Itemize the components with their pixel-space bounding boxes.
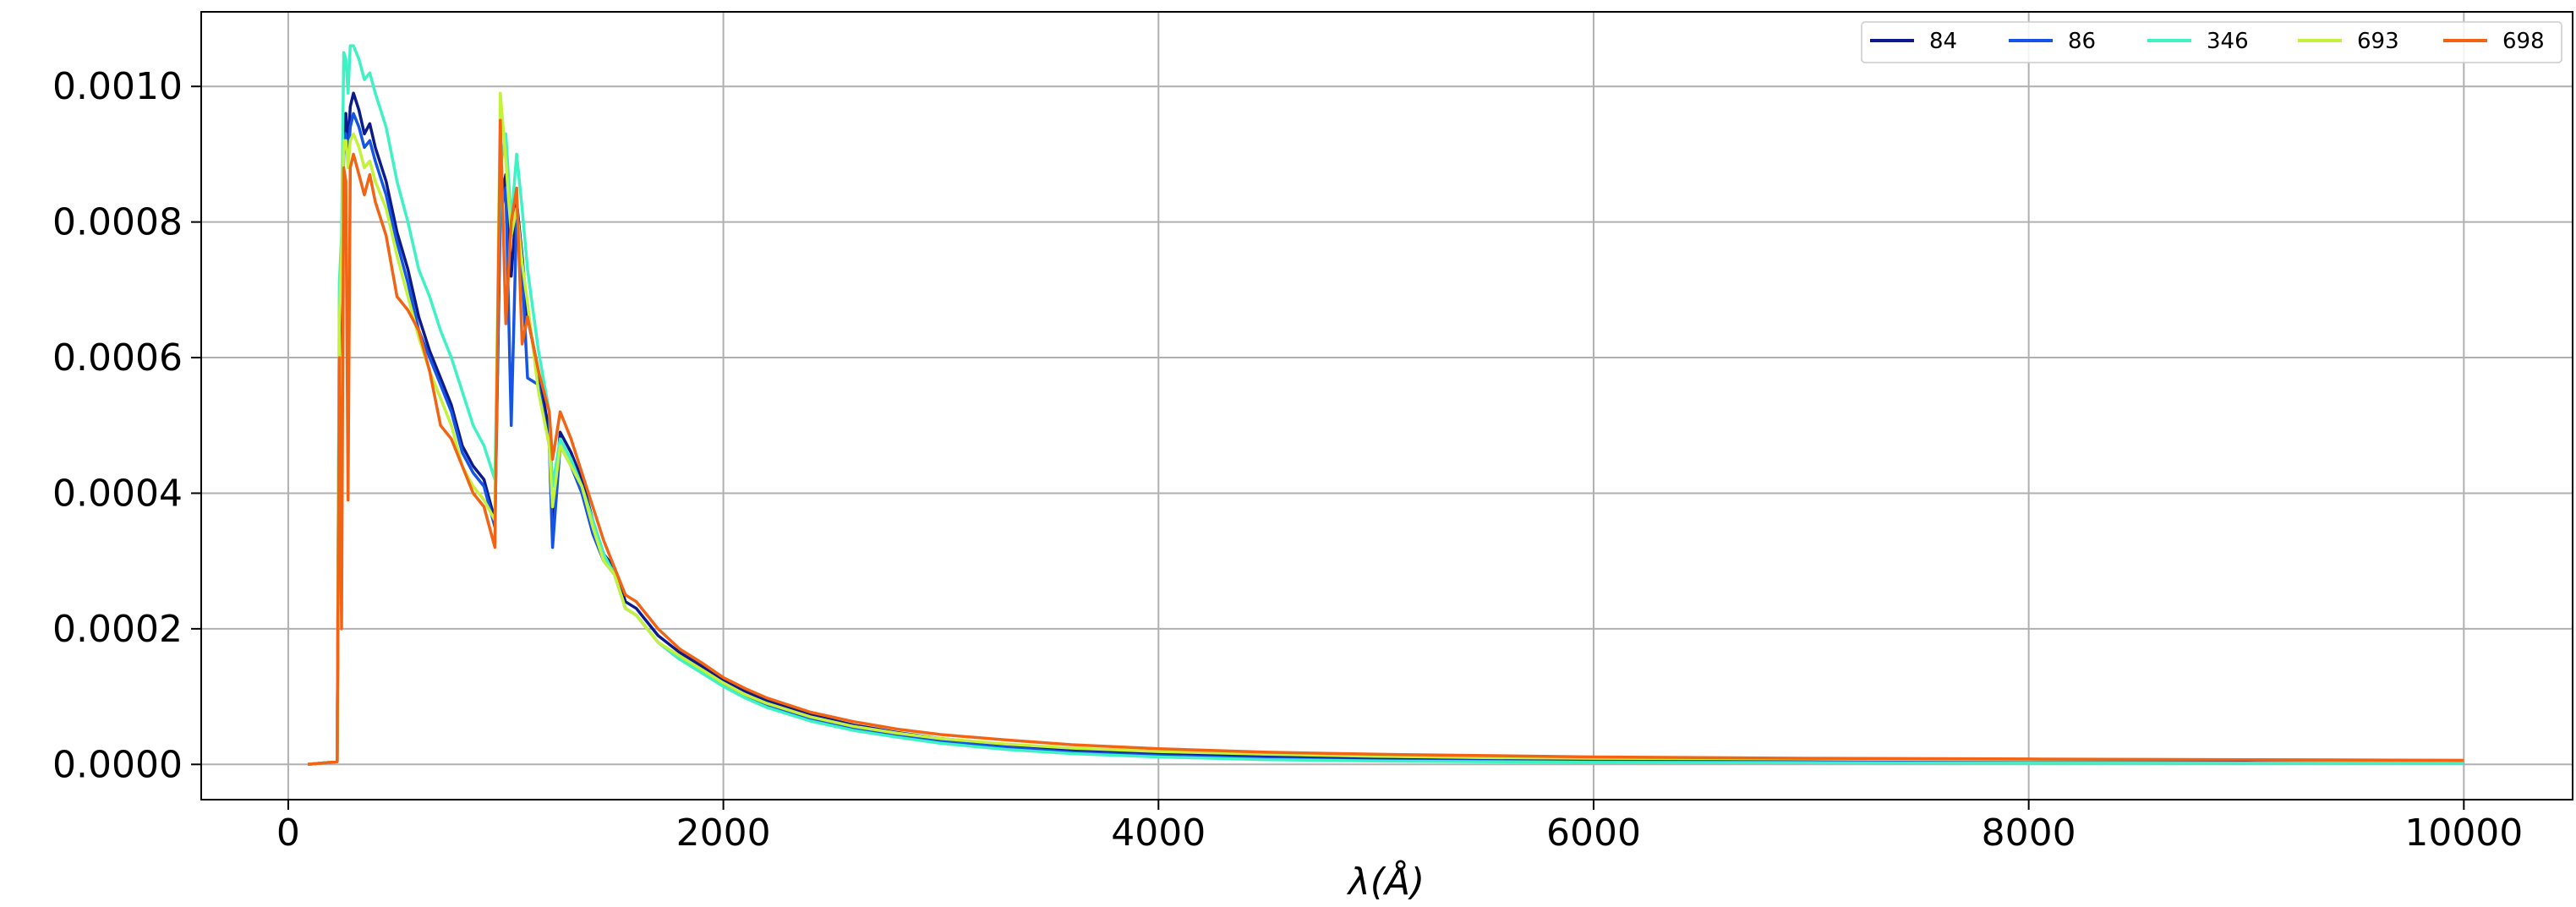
- legend-label-698: 698: [2502, 29, 2545, 54]
- y-tick-label: 0.0000: [52, 743, 183, 786]
- y-tick-label: 0.0006: [52, 336, 183, 380]
- series-line-693: [307, 91, 2464, 767]
- legend-label-346: 346: [2207, 29, 2249, 54]
- x-tick-label: 8000: [1982, 811, 2076, 855]
- x-tick-label: 2000: [676, 811, 771, 855]
- y-tick-label: 0.0010: [52, 65, 183, 108]
- y-tick-label: 0.0002: [52, 608, 183, 651]
- legend-label-693: 693: [2357, 29, 2399, 54]
- legend-label-86: 86: [2068, 29, 2096, 54]
- plot-frame: [200, 11, 2573, 800]
- legend-label-84: 84: [1929, 29, 1957, 54]
- y-tick-label: 0.0008: [52, 201, 183, 244]
- y-tick-label: 0.0004: [52, 472, 183, 515]
- axis-ticks: 0 2000 4000 6000 8000 10000 0.0000 0.0002 0.0004…: [52, 65, 2523, 855]
- x-tick-label: 4000: [1111, 811, 1206, 855]
- series-line-698: [307, 118, 2464, 767]
- legend: 84 86 346 693 698: [1861, 21, 2562, 63]
- x-tick-label: 10000: [2404, 811, 2523, 855]
- x-tick-label: 6000: [1546, 811, 1641, 855]
- series-lines: [307, 44, 2464, 767]
- legend-box: [1861, 21, 2562, 63]
- series-line-346: [307, 44, 2464, 767]
- x-axis-label: λ(Å): [1347, 859, 1425, 904]
- x-tick-label: 0: [276, 811, 300, 855]
